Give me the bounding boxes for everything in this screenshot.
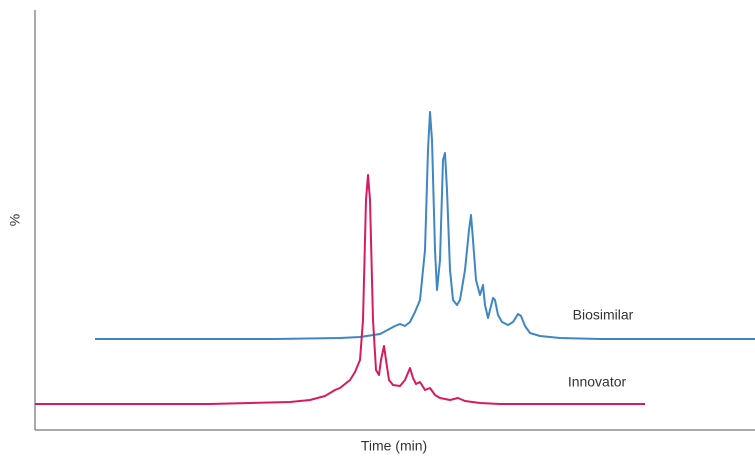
x-axis-label: Time (min) [361,438,427,454]
y-axis-label: % [7,214,23,226]
annotation: Innovator [568,374,627,390]
annotation: Biosimilar [573,307,634,323]
line [95,111,755,340]
line [35,174,645,405]
